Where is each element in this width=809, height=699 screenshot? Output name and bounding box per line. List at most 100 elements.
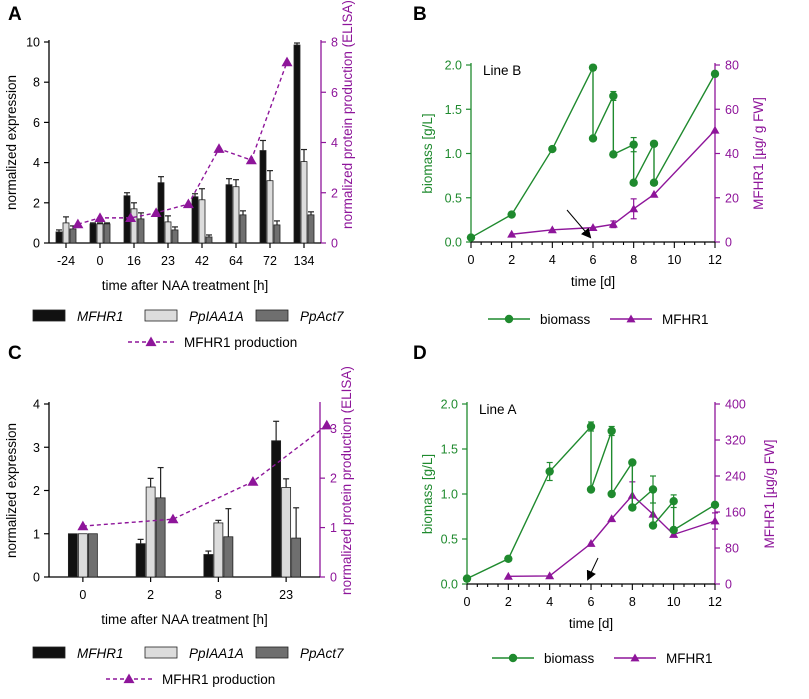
biomass-point bbox=[609, 150, 618, 159]
y2-tick-label: 4 bbox=[331, 136, 338, 150]
bar-ppiaa1a-0 bbox=[96, 223, 104, 244]
panel-letter-a: A bbox=[8, 4, 22, 25]
bar-ppact7-8 bbox=[223, 536, 234, 578]
y2-tick-label: 60 bbox=[725, 103, 739, 117]
y-tick-label: 3 bbox=[33, 441, 40, 455]
x-tick-label: 10 bbox=[667, 253, 681, 267]
bar-ppact7-16 bbox=[137, 218, 145, 244]
y-tick-label: 0 bbox=[33, 237, 40, 251]
bar-ppact7-0 bbox=[87, 533, 98, 578]
mfhr1-point bbox=[607, 514, 617, 523]
x-tick-label: 2 bbox=[147, 588, 154, 602]
legend-swatch-mfhr1-marker bbox=[626, 314, 636, 323]
biomass-point bbox=[504, 554, 513, 563]
mfhr1-point bbox=[503, 571, 513, 580]
mfhr1-point bbox=[649, 189, 659, 198]
legend-label-mfhr1: MFHR1 bbox=[662, 312, 709, 327]
mfhr1-line bbox=[508, 494, 716, 578]
y-tick-label: 8 bbox=[33, 76, 40, 90]
biomass-point bbox=[648, 521, 658, 530]
legend-swatch-ppact7 bbox=[255, 309, 289, 322]
x-tick-label: 6 bbox=[588, 595, 595, 609]
y2-tick-label: 8 bbox=[331, 36, 338, 50]
bar-mfhr1-64 bbox=[225, 184, 233, 244]
x-tick-label: 8 bbox=[629, 595, 636, 609]
legend-label-production: MFHR1 production bbox=[162, 672, 275, 687]
y-tick-label: 1.0 bbox=[445, 147, 462, 161]
bar-ppact7-23 bbox=[291, 537, 302, 578]
legend-swatch-ppiaa1a bbox=[144, 309, 178, 322]
legend-swatch-biomass-marker bbox=[504, 314, 514, 324]
y2-tick-label: 320 bbox=[725, 434, 746, 448]
y-tick-label: 6 bbox=[33, 116, 40, 130]
bar-ppiaa1a-72 bbox=[266, 180, 274, 244]
legend-label-biomass: biomass bbox=[544, 651, 595, 666]
x-tick-label: 16 bbox=[127, 254, 141, 268]
y2-tick-label: 0 bbox=[725, 236, 732, 250]
y2-axis-title: normalized protein production (ELISA) bbox=[339, 366, 354, 595]
bar-mfhr1-0 bbox=[89, 223, 97, 244]
legend-label-ppact7: PpAct7 bbox=[300, 646, 344, 661]
biomass-point bbox=[507, 210, 516, 219]
legend-label-mfhr1: MFHR1 bbox=[77, 646, 124, 661]
legend-label-ppact7: PpAct7 bbox=[300, 309, 344, 324]
biomass-point bbox=[586, 485, 596, 494]
bar-ppact7-0 bbox=[103, 223, 111, 244]
legend-swatch-biomass-marker bbox=[508, 653, 518, 663]
y2-tick-label: 2 bbox=[331, 186, 338, 200]
mfhr1-point bbox=[710, 516, 720, 525]
legend-swatch-production-marker bbox=[123, 673, 135, 684]
biomass-line bbox=[466, 424, 716, 580]
bar-mfhr1-2 bbox=[135, 543, 146, 578]
biomass-point bbox=[669, 525, 678, 535]
y2-tick-label: 1 bbox=[330, 521, 337, 535]
x-tick-label: 0 bbox=[79, 588, 86, 602]
mfhr1-point bbox=[608, 219, 618, 228]
bar-mfhr1--24 bbox=[55, 231, 63, 244]
bar-ppiaa1a-8 bbox=[213, 522, 224, 578]
y-tick-label: 0.0 bbox=[441, 578, 458, 592]
bar-ppact7-42 bbox=[205, 236, 213, 244]
mfhr1-point bbox=[586, 539, 596, 547]
y-tick-label: 1.5 bbox=[445, 103, 462, 117]
legend-swatch-production-marker bbox=[145, 336, 157, 347]
x-axis-title: time [d] bbox=[569, 616, 613, 631]
y-tick-label: 0 bbox=[33, 571, 40, 585]
x-tick-label: 23 bbox=[279, 588, 293, 602]
biomass-point bbox=[629, 140, 638, 149]
production-point bbox=[321, 419, 333, 430]
x-tick-label: 4 bbox=[549, 253, 556, 267]
x-tick-label: 10 bbox=[667, 595, 681, 609]
bar-ppiaa1a-23 bbox=[281, 487, 292, 578]
x-tick-label: 0 bbox=[464, 595, 471, 609]
x-tick-label: 0 bbox=[97, 254, 104, 268]
y-tick-label: 1 bbox=[33, 527, 40, 541]
bar-ppiaa1a--24 bbox=[62, 222, 70, 244]
biomass-point bbox=[466, 233, 476, 242]
bar-ppact7-64 bbox=[239, 214, 247, 244]
y-tick-label: 0.5 bbox=[441, 533, 458, 547]
x-tick-label: 2 bbox=[508, 253, 515, 267]
mfhr1-point bbox=[545, 571, 555, 580]
mfhr1-point bbox=[629, 204, 639, 213]
y2-tick-label: 80 bbox=[725, 542, 739, 556]
biomass-point bbox=[588, 63, 598, 72]
legend-swatch-ppiaa1a bbox=[144, 646, 178, 659]
production-point bbox=[247, 476, 259, 486]
y2-axis-title: normalized protein production (ELISA) bbox=[340, 0, 355, 229]
y2-tick-label: 80 bbox=[725, 59, 739, 73]
biomass-point bbox=[710, 69, 720, 79]
y2-tick-label: 160 bbox=[725, 506, 746, 520]
y2-tick-label: 0 bbox=[330, 571, 337, 585]
biomass-point bbox=[649, 139, 659, 148]
bar-ppiaa1a-16 bbox=[130, 208, 138, 244]
biomass-line bbox=[470, 67, 716, 239]
production-point bbox=[125, 212, 137, 222]
biomass-point bbox=[648, 485, 658, 494]
y-axis-title: biomass [g/L] bbox=[420, 113, 435, 193]
panel-letter-b: B bbox=[413, 4, 427, 25]
y-tick-label: 0.0 bbox=[445, 236, 462, 250]
biomass-point bbox=[649, 178, 659, 187]
y2-axis-title: MFHR1 [µg/ g FW] bbox=[751, 97, 766, 210]
